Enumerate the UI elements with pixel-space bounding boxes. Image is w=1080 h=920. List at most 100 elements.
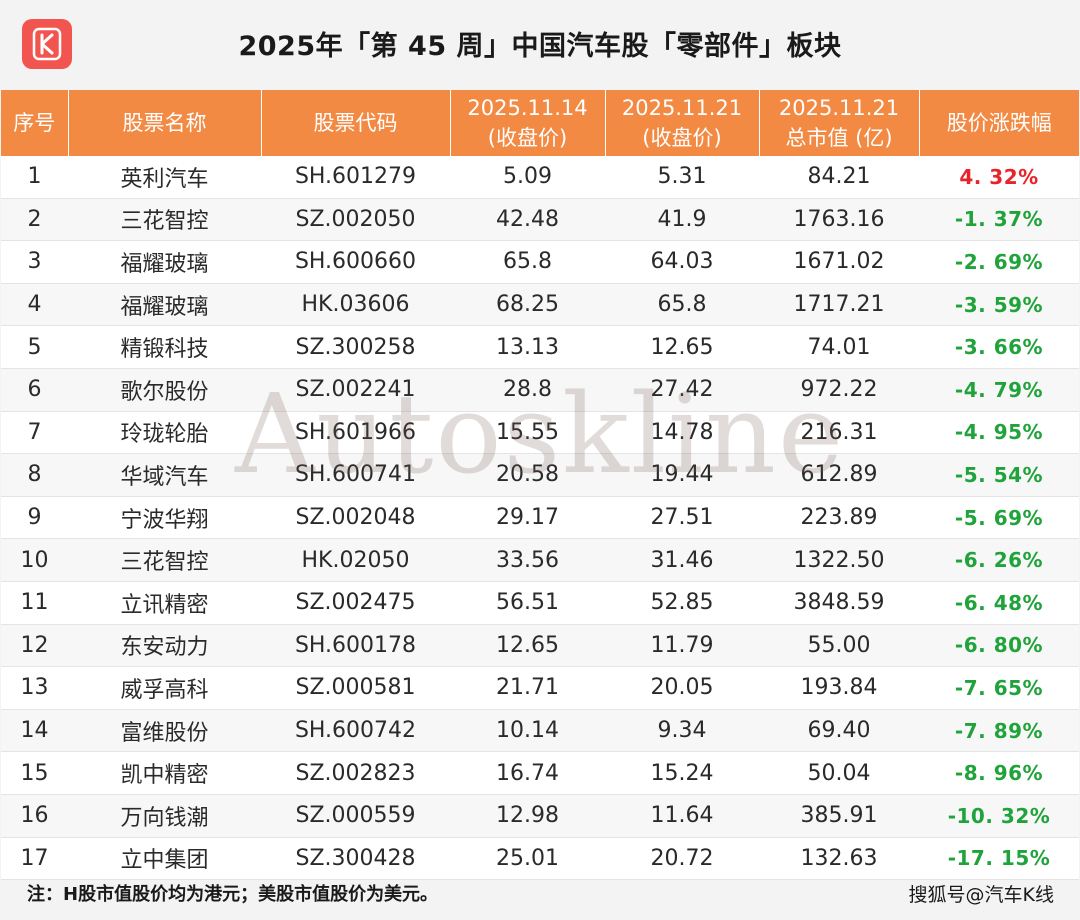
table-row: 13 威孚高科 SZ.000581 21.71 20.05 193.84 -7. 65% [1, 666, 1079, 710]
stock-name: 福耀玻璃 [68, 240, 261, 284]
table-row: 7 玲珑轮胎 SH.601966 15.55 14.78 216.31 -4. 95% [1, 411, 1079, 455]
close-price-prev: 28.8 [450, 368, 605, 412]
market-cap: 1671.02 [759, 240, 919, 284]
close-price-prev: 10.14 [450, 709, 605, 753]
table-row: 10 三花智控 HK.02050 33.56 31.46 1322.50 -6. 26% [1, 538, 1079, 582]
table-header-row: 序号 股票名称 股票代码 2025.11.14 (收盘价) 2025.11.21 (收盘价)… [1, 90, 1079, 156]
row-number: 7 [1, 411, 68, 455]
stock-code: SZ.000559 [261, 794, 450, 838]
stock-name: 万向钱潮 [68, 794, 261, 838]
stock-name: 福耀玻璃 [68, 283, 261, 327]
market-cap: 1763.16 [759, 198, 919, 242]
column-header-line1: 2025.11.21 [778, 96, 900, 120]
close-price-curr: 65.8 [605, 283, 759, 327]
stock-code: SH.600660 [261, 240, 450, 284]
stock-name: 立讯精密 [68, 581, 261, 625]
table-row: 11 立讯精密 SZ.002475 56.51 52.85 3848.59 -6. 48% [1, 581, 1079, 625]
stock-code: SZ.002475 [261, 581, 450, 625]
price-change: -6. 80% [919, 624, 1079, 668]
table-row: 4 福耀玻璃 HK.03606 68.25 65.8 1717.21 -3. 59% [1, 283, 1079, 327]
stock-code: SH.600742 [261, 709, 450, 753]
stock-code: SZ.002241 [261, 368, 450, 412]
close-price-prev: 12.65 [450, 624, 605, 668]
close-price-prev: 33.56 [450, 538, 605, 582]
price-change: -3. 66% [919, 325, 1079, 369]
market-cap: 69.40 [759, 709, 919, 753]
stock-code: SZ.002823 [261, 751, 450, 795]
close-price-curr: 19.44 [605, 453, 759, 497]
row-number: 1 [1, 156, 68, 199]
market-cap: 193.84 [759, 666, 919, 710]
close-price-curr: 12.65 [605, 325, 759, 369]
price-change: -10. 32% [919, 794, 1079, 838]
market-cap: 385.91 [759, 794, 919, 838]
table-body: 1 英利汽车 SH.601279 5.09 5.31 84.21 4. 32% 2 三花智控 SZ… [1, 156, 1079, 881]
stock-name: 歌尔股份 [68, 368, 261, 412]
column-header-line2: (收盘价) [642, 126, 722, 150]
price-change: -5. 69% [919, 496, 1079, 540]
price-change: -4. 79% [919, 368, 1079, 412]
stock-code: SZ.300428 [261, 837, 450, 881]
market-cap: 1322.50 [759, 538, 919, 582]
row-number: 15 [1, 751, 68, 795]
close-price-curr: 11.64 [605, 794, 759, 838]
row-number: 16 [1, 794, 68, 838]
stock-name: 东安动力 [68, 624, 261, 668]
close-price-curr: 41.9 [605, 198, 759, 242]
page-header: 2025年「第 45 周」中国汽车股「零部件」板块 [0, 0, 1080, 90]
column-header-line2: (收盘价) [487, 126, 568, 150]
stock-name: 威孚高科 [68, 666, 261, 710]
close-price-prev: 21.71 [450, 666, 605, 710]
table-row: 3 福耀玻璃 SH.600660 65.8 64.03 1671.02 -2. 69% [1, 240, 1079, 284]
column-header: 2025.11.21 总市值 (亿) [758, 90, 919, 156]
price-change: -7. 89% [919, 709, 1079, 753]
stock-name: 三花智控 [68, 538, 261, 582]
market-cap: 132.63 [759, 837, 919, 881]
stock-code: SH.601279 [261, 156, 450, 199]
market-cap: 216.31 [759, 411, 919, 455]
market-cap: 1717.21 [759, 283, 919, 327]
stock-code: SZ.002050 [261, 198, 450, 242]
market-cap: 612.89 [759, 453, 919, 497]
stock-table: 序号 股票名称 股票代码 2025.11.14 (收盘价) 2025.11.21 (收盘价)… [1, 90, 1079, 881]
stock-name: 富维股份 [68, 709, 261, 753]
price-change: -4. 95% [919, 411, 1079, 455]
market-cap: 84.21 [759, 156, 919, 199]
column-header-line1: 序号 [13, 111, 56, 135]
column-header-line1: 2025.11.14 [467, 96, 588, 120]
row-number: 13 [1, 666, 68, 710]
close-price-prev: 29.17 [450, 496, 605, 540]
price-change: -1. 37% [919, 198, 1079, 242]
market-cap: 223.89 [759, 496, 919, 540]
stock-name: 玲珑轮胎 [68, 411, 261, 455]
row-number: 6 [1, 368, 68, 412]
stock-code: SH.601966 [261, 411, 450, 455]
stock-name: 凯中精密 [68, 751, 261, 795]
page-title: 2025年「第 45 周」中国汽车股「零部件」板块 [238, 31, 842, 62]
close-price-curr: 52.85 [605, 581, 759, 625]
close-price-prev: 16.74 [450, 751, 605, 795]
market-cap: 972.22 [759, 368, 919, 412]
close-price-curr: 64.03 [605, 240, 759, 284]
close-price-curr: 15.24 [605, 751, 759, 795]
table-row: 9 宁波华翔 SZ.002048 29.17 27.51 223.89 -5. 69% [1, 496, 1079, 540]
market-cap: 55.00 [759, 624, 919, 668]
stock-name: 华域汽车 [68, 453, 261, 497]
close-price-prev: 68.25 [450, 283, 605, 327]
stock-code: SZ.000581 [261, 666, 450, 710]
table-row: 8 华域汽车 SH.600741 20.58 19.44 612.89 -5. 54% [1, 453, 1079, 497]
price-change: -6. 48% [919, 581, 1079, 625]
price-change: -2. 69% [919, 240, 1079, 284]
close-price-curr: 9.34 [605, 709, 759, 753]
table-row: 12 东安动力 SH.600178 12.65 11.79 55.00 -6. 80% [1, 624, 1079, 668]
price-change: -17. 15% [919, 837, 1079, 881]
market-cap: 50.04 [759, 751, 919, 795]
close-price-curr: 20.05 [605, 666, 759, 710]
k-logo-icon [22, 19, 72, 69]
close-price-prev: 42.48 [450, 198, 605, 242]
close-price-prev: 65.8 [450, 240, 605, 284]
row-number: 9 [1, 496, 68, 540]
close-price-prev: 15.55 [450, 411, 605, 455]
column-header-line1: 2025.11.21 [621, 96, 743, 120]
stock-code: HK.03606 [261, 283, 450, 327]
